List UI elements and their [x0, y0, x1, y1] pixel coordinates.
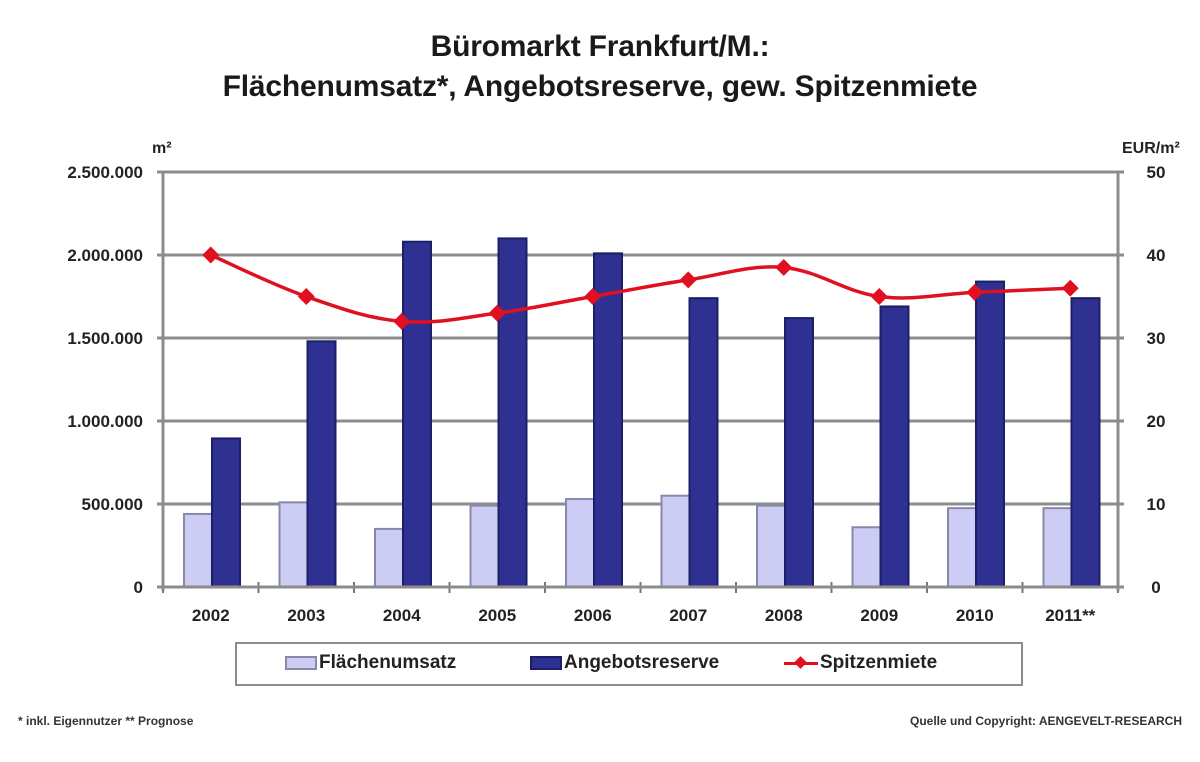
right-tick-label: 40: [1147, 246, 1166, 265]
legend-label: Flächenumsatz: [319, 652, 457, 673]
bar-angebotsreserve: [306, 340, 337, 588]
bar-series: [183, 237, 1101, 589]
footnote-left: * inkl. Eigennutzer ** Prognose: [18, 714, 194, 728]
bar-flaechenumsatz: [1042, 507, 1073, 588]
spitzenmiete-marker: [966, 283, 984, 301]
legend-label: Angebotsreserve: [564, 652, 720, 673]
bar-flaechenumsatz: [851, 526, 882, 588]
tick-labels: 0 0 500.000 10 1.000.000 20 1.500.000 30 2.000.0…: [67, 163, 1165, 625]
spitzenmiete-marker: [297, 288, 315, 305]
chart-legend: Flächenumsatz Angebotsreserve Spitzenmie…: [235, 642, 1023, 686]
legend-swatch-light-bar: [285, 656, 317, 670]
left-tick-label: 1.000.000: [67, 412, 143, 431]
bar-angebotsreserve: [593, 252, 623, 588]
bar-flaechenumsatz: [183, 512, 213, 589]
right-tick-label: 20: [1147, 412, 1166, 431]
x-tick-label: 2010: [956, 606, 994, 625]
bar-flaechenumsatz: [565, 498, 595, 588]
bar-flaechenumsatz: [947, 507, 977, 588]
bar-flaechenumsatz: [278, 501, 309, 588]
bar-flaechenumsatz: [756, 504, 786, 588]
bar-angebotsreserve: [402, 240, 432, 588]
x-tick-label: 2006: [574, 606, 612, 625]
line-series: [202, 246, 1079, 330]
legend-swatch-dark-bar: [530, 656, 562, 670]
bar-flaechenumsatz: [660, 494, 691, 589]
x-tick-label: 2003: [287, 606, 325, 625]
bar-angebotsreserve: [688, 297, 719, 588]
chart-plot: 0 0 500.000 10 1.000.000 20 1.500.000 30 2.000.0…: [67, 163, 1165, 625]
bar-flaechenumsatz: [469, 504, 500, 588]
bar-angebotsreserve: [1070, 297, 1101, 588]
legend-swatch-line-marker: [784, 656, 818, 670]
spitzenmiete-marker: [679, 271, 697, 289]
right-tick-label: 50: [1147, 163, 1166, 182]
left-tick-label: 2.000.000: [67, 246, 143, 265]
bar-angebotsreserve: [975, 280, 1005, 588]
right-tick-label: 10: [1147, 495, 1166, 514]
bar-angebotsreserve: [497, 237, 528, 588]
spitzenmiete-marker: [870, 288, 888, 305]
left-tick-label: 2.500.000: [67, 163, 143, 182]
spitzenmiete-marker: [393, 312, 411, 330]
bar-flaechenumsatz: [374, 527, 404, 589]
x-tick-label: 2009: [860, 606, 898, 625]
spitzenmiete-marker: [584, 288, 602, 305]
legend-item-angebotsreserve: Angebotsreserve: [530, 652, 719, 674]
spitzenmiete-marker: [202, 246, 220, 264]
legend-item-flaechenumsatz: Flächenumsatz: [285, 652, 456, 674]
bar-angebotsreserve: [879, 305, 910, 588]
chart-title-line2: Flächenumsatz*, Angebotsreserve, gew. Sp…: [222, 70, 978, 103]
left-tick-label: 0: [134, 578, 143, 597]
right-tick-label: 30: [1147, 329, 1166, 348]
right-tick-label: 0: [1151, 578, 1160, 597]
x-tick-label: 2002: [192, 606, 230, 625]
legend-label: Spitzenmiete: [820, 652, 938, 673]
x-tick-label: 2007: [669, 606, 707, 625]
spitzenmiete-marker: [1061, 279, 1079, 297]
spitzenmiete-line: [210, 253, 1071, 324]
left-tick-label: 500.000: [82, 495, 143, 514]
x-tick-label: 2004: [383, 606, 421, 625]
spitzenmiete-marker: [775, 258, 793, 276]
legend-item-spitzenmiete: Spitzenmiete: [784, 652, 937, 674]
chart-title-line1: Büromarkt Frankfurt/M.:: [430, 30, 770, 63]
x-tick-label: 2008: [765, 606, 803, 625]
bar-angebotsreserve: [784, 317, 814, 588]
left-axis-unit: m²: [152, 140, 172, 157]
left-tick-label: 1.500.000: [67, 329, 143, 348]
spitzenmiete-marker: [488, 304, 506, 322]
axes: [157, 172, 1124, 593]
bar-angebotsreserve: [211, 437, 241, 588]
right-axis-unit: EUR/m²: [1122, 140, 1180, 157]
footnote-source: Quelle und Copyright: AENGEVELT-RESEARCH: [909, 714, 1182, 728]
x-tick-label: 2011**: [1045, 606, 1095, 625]
x-tick-label: 2005: [478, 606, 516, 625]
